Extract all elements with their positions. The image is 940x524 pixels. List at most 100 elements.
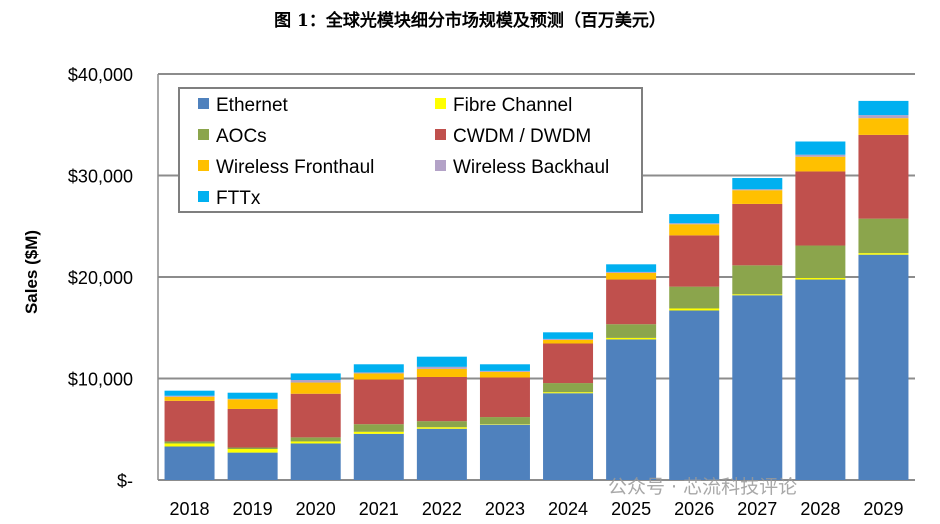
bar-segment-cwdm-dwdm-2019	[227, 408, 278, 448]
bar-segment-fttx-2025	[606, 264, 657, 272]
x-tick-label: 2027	[737, 499, 777, 519]
bar-segment-fttx-2028	[795, 141, 846, 155]
bar-segment-aocs-2024	[543, 383, 594, 393]
bar-segment-fttx-2018	[164, 390, 215, 396]
bar-segment-wireless-backhaul-2019	[227, 398, 278, 400]
bar-segment-ethernet-2019	[227, 452, 278, 480]
bar-segment-aocs-2026	[669, 286, 720, 309]
bar-segment-aocs-2020	[290, 437, 341, 442]
bar-segment-wireless-fronthaul-2021	[353, 373, 404, 380]
bar-segment-fibre-channel-2019	[227, 449, 278, 453]
bar-segment-cwdm-dwdm-2024	[543, 343, 594, 384]
bar-segment-ethernet-2026	[669, 310, 720, 480]
bar-segment-aocs-2019	[227, 447, 278, 450]
bar-segment-fttx-2019	[227, 392, 278, 399]
bar-segment-aocs-2025	[606, 324, 657, 338]
legend-label: Fibre Channel	[453, 95, 572, 116]
bar-segment-fttx-2020	[290, 373, 341, 381]
bar-segment-wireless-fronthaul-2026	[669, 224, 720, 236]
legend-swatch	[435, 98, 446, 109]
bar-segment-cwdm-dwdm-2029	[858, 134, 909, 219]
legend-label: Ethernet	[216, 95, 289, 116]
bar-segment-ethernet-2029	[858, 254, 909, 480]
x-tick-label: 2021	[359, 499, 399, 519]
bar-segment-ethernet-2018	[164, 446, 215, 480]
bar-segment-fttx-2021	[353, 364, 404, 373]
bar-segment-fibre-channel-2026	[669, 308, 720, 311]
bar-segment-wireless-fronthaul-2023	[479, 371, 530, 378]
bar-segment-fibre-channel-2028	[795, 278, 846, 280]
bar-segment-fibre-channel-2025	[606, 337, 657, 340]
bar-segment-fibre-channel-2029	[858, 253, 909, 255]
legend-label: CWDM / DWDM	[453, 126, 591, 147]
bar-segment-ethernet-2020	[290, 443, 341, 480]
bar-segment-cwdm-dwdm-2027	[732, 203, 783, 266]
bar-segment-wireless-fronthaul-2025	[606, 272, 657, 280]
y-tick-label: $-	[117, 471, 133, 491]
bar-segment-aocs-2029	[858, 218, 909, 254]
legend-label: AOCs	[216, 126, 267, 147]
bar-segment-wireless-backhaul-2020	[290, 380, 341, 383]
bar-segment-cwdm-dwdm-2023	[479, 377, 530, 418]
x-tick-label: 2018	[170, 499, 210, 519]
y-tick-label: $10,000	[68, 370, 133, 390]
bar-segment-fttx-2022	[416, 356, 467, 367]
bar-segment-fibre-channel-2022	[416, 427, 467, 429]
bar-segment-aocs-2022	[416, 421, 467, 428]
bar-segment-cwdm-dwdm-2025	[606, 279, 657, 325]
bar-segment-fibre-channel-2024	[543, 392, 594, 394]
bar-segment-aocs-2023	[479, 417, 530, 425]
bar-segment-fibre-channel-2018	[164, 443, 215, 447]
y-tick-label: $20,000	[68, 268, 133, 288]
bar-segment-wireless-backhaul-2027	[732, 189, 783, 191]
bar-segment-cwdm-dwdm-2021	[353, 379, 404, 425]
bar-segment-aocs-2021	[353, 424, 404, 432]
x-tick-label: 2029	[863, 499, 903, 519]
bar-segment-wireless-backhaul-2021	[353, 372, 404, 374]
bar-segment-wireless-fronthaul-2022	[416, 368, 467, 377]
legend-swatch	[435, 129, 446, 140]
bar-segment-fibre-channel-2027	[732, 294, 783, 296]
bar-segment-fibre-channel-2021	[353, 431, 404, 434]
bar-segment-fttx-2029	[858, 100, 909, 116]
bar-segment-fibre-channel-2023	[479, 424, 530, 425]
bar-segment-ethernet-2024	[543, 393, 594, 480]
legend-swatch	[198, 98, 209, 109]
legend-box	[178, 87, 643, 213]
legend-label: Wireless Backhaul	[453, 157, 609, 178]
bar-segment-wireless-backhaul-2029	[858, 115, 909, 119]
x-tick-label: 2020	[296, 499, 336, 519]
bar-segment-wireless-fronthaul-2028	[795, 156, 846, 172]
y-tick-label: $30,000	[68, 167, 133, 187]
x-tick-label: 2019	[233, 499, 273, 519]
bar-segment-aocs-2018	[164, 441, 215, 444]
bar-segment-wireless-backhaul-2025	[606, 271, 657, 273]
bar-segment-wireless-fronthaul-2018	[164, 396, 215, 401]
bar-segment-wireless-fronthaul-2020	[290, 382, 341, 394]
bar-segment-fttx-2026	[669, 214, 720, 224]
bar-segment-wireless-fronthaul-2019	[227, 399, 278, 409]
bar-segment-cwdm-dwdm-2018	[164, 400, 215, 442]
legend-swatch	[198, 191, 209, 202]
bar-segment-wireless-backhaul-2018	[164, 395, 215, 397]
x-tick-label: 2023	[485, 499, 525, 519]
x-tick-label: 2028	[800, 499, 840, 519]
bar-segment-ethernet-2028	[795, 279, 846, 480]
bar-segment-wireless-fronthaul-2027	[732, 190, 783, 204]
bar-segment-fibre-channel-2020	[290, 441, 341, 444]
legend-swatch	[198, 160, 209, 171]
bar-segment-wireless-backhaul-2024	[543, 338, 594, 340]
x-tick-label: 2024	[548, 499, 588, 519]
bar-segment-ethernet-2021	[353, 433, 404, 480]
bar-segment-wireless-backhaul-2028	[795, 154, 846, 157]
legend-swatch	[198, 129, 209, 140]
x-tick-label: 2025	[611, 499, 651, 519]
bar-segment-wireless-fronthaul-2024	[543, 339, 594, 344]
bar-segment-wireless-fronthaul-2029	[858, 118, 909, 135]
bar-segment-ethernet-2022	[416, 428, 467, 480]
bar-segment-fttx-2024	[543, 332, 594, 339]
bar-segment-cwdm-dwdm-2028	[795, 171, 846, 246]
bar-segment-ethernet-2023	[479, 424, 530, 480]
